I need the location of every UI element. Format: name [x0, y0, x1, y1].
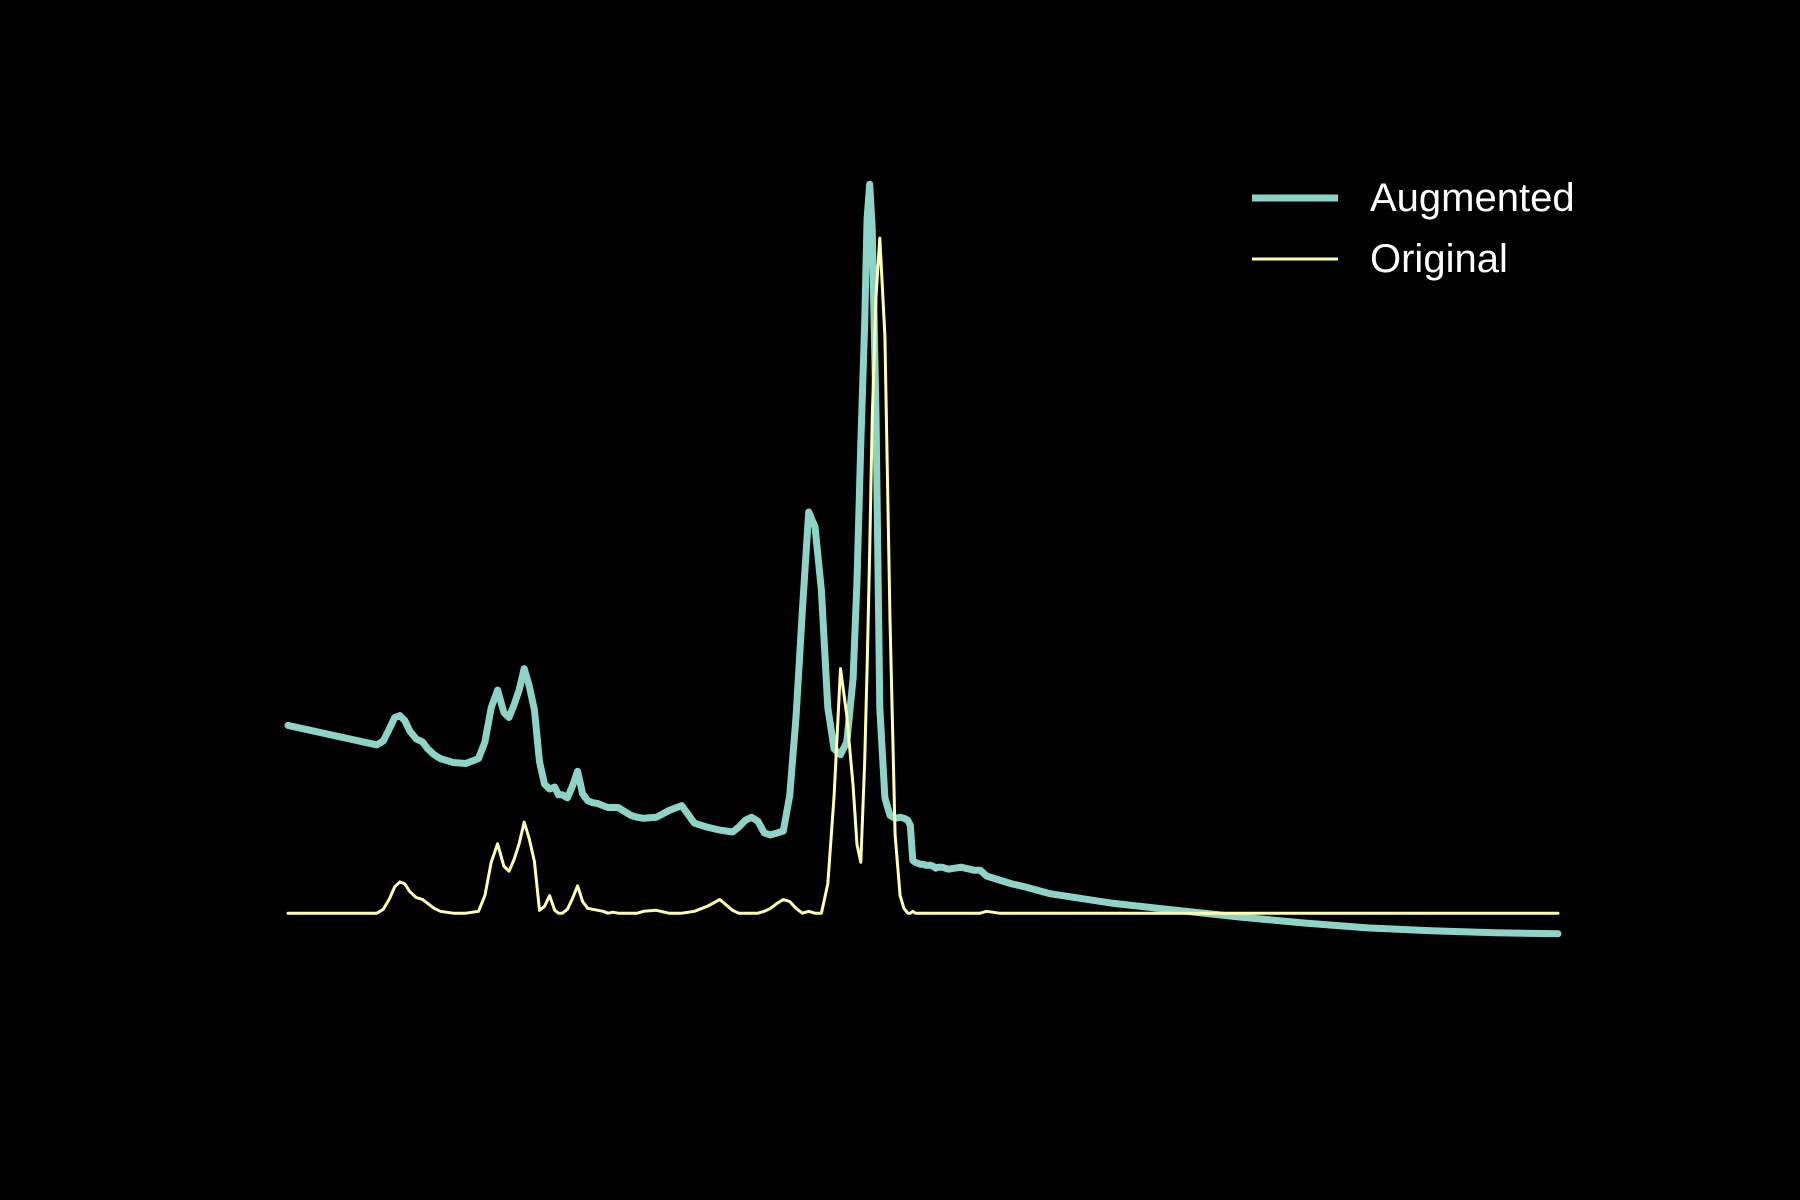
legend: Augmented Original [1252, 176, 1575, 281]
series-line-augmented [284, 180, 1562, 938]
legend-label-augmented: Augmented [1370, 176, 1575, 220]
legend-label-original: Original [1370, 237, 1508, 281]
series-line-original [286, 236, 1560, 915]
plot-area [284, 180, 1562, 938]
